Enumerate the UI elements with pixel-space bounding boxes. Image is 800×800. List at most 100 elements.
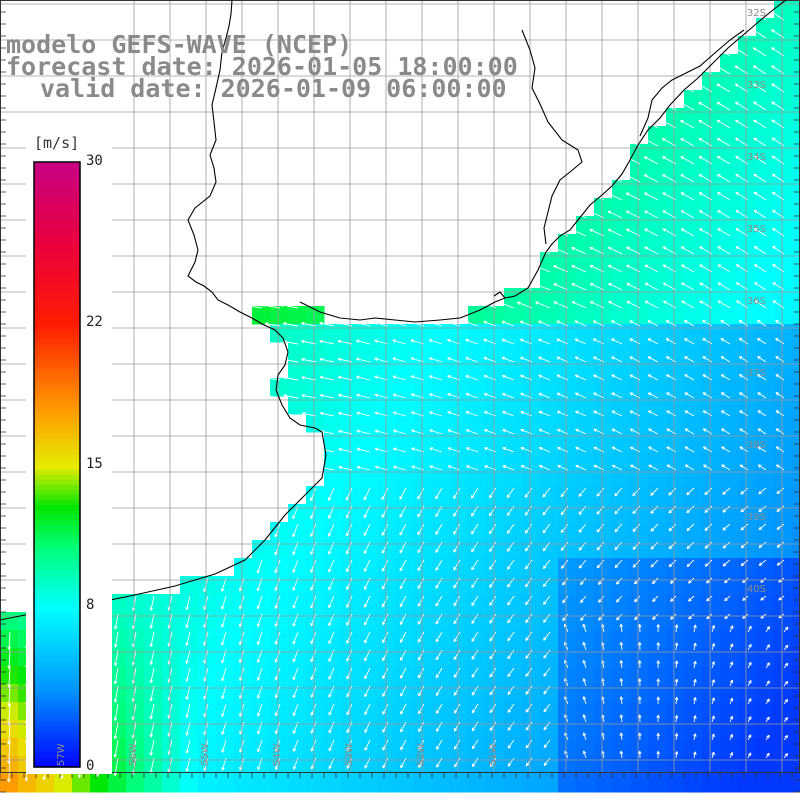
wind-cell xyxy=(666,270,685,289)
wind-cell xyxy=(756,522,775,541)
wind-arrow-head xyxy=(657,732,660,737)
wind-arrow xyxy=(647,374,659,381)
wind-arrow xyxy=(310,559,317,573)
wind-arrow xyxy=(601,660,605,669)
colorbar-segment xyxy=(34,252,80,259)
wind-cell xyxy=(504,486,523,505)
wind-cell xyxy=(666,144,685,163)
wind-cell xyxy=(144,684,163,703)
wind-arrow xyxy=(507,577,515,588)
wind-arrow xyxy=(507,631,515,642)
wind-arrow xyxy=(684,410,695,417)
wind-arrow-head xyxy=(560,493,563,497)
wind-arrow-head xyxy=(601,678,605,682)
wind-cell xyxy=(666,180,685,199)
wind-arrow-head xyxy=(524,547,527,552)
wind-cell xyxy=(288,702,307,721)
wind-arrow xyxy=(292,523,299,537)
wind-cell xyxy=(594,648,613,667)
wind-cell xyxy=(180,702,199,721)
wind-cell xyxy=(432,702,451,721)
wind-cell xyxy=(612,378,631,397)
wind-arrow xyxy=(747,662,752,669)
colorbar-segment xyxy=(34,530,80,536)
wind-cell xyxy=(162,648,181,667)
wind-arrow-head xyxy=(392,393,397,395)
wind-cell xyxy=(486,630,505,649)
wind-arrow xyxy=(453,739,461,750)
wind-cell xyxy=(198,594,217,613)
wind-arrow xyxy=(471,523,479,535)
wind-cell xyxy=(792,414,800,433)
wind-cell xyxy=(162,738,181,757)
wind-arrow xyxy=(753,47,767,57)
wind-arrow xyxy=(611,446,623,453)
wind-arrow xyxy=(753,173,767,183)
wind-cell xyxy=(360,432,379,451)
wind-cell xyxy=(324,396,343,415)
wind-arrow xyxy=(580,613,587,621)
wind-cell xyxy=(576,648,595,667)
wind-cell xyxy=(630,504,649,523)
wind-arrow-head xyxy=(320,465,324,468)
wind-cell xyxy=(630,360,649,379)
wind-cell xyxy=(396,468,415,487)
colorbar-segment xyxy=(34,540,80,546)
wind-cell xyxy=(684,288,703,307)
wind-cell xyxy=(396,486,415,505)
wind-cell xyxy=(666,612,685,631)
colorbar-segment xyxy=(34,509,80,516)
wind-cell xyxy=(666,396,685,415)
wind-arrow-head xyxy=(507,727,510,731)
wind-cell xyxy=(648,756,667,775)
wind-cell xyxy=(612,630,631,649)
wind-cell xyxy=(756,72,775,91)
wind-arrow xyxy=(721,446,731,453)
wind-arrow xyxy=(471,685,479,696)
colorbar-segment xyxy=(34,550,80,556)
colorbar-segment xyxy=(34,298,80,304)
wind-cell xyxy=(180,612,199,631)
wind-cell xyxy=(252,702,271,721)
wind-cell xyxy=(702,162,721,181)
wind-cell xyxy=(108,648,127,667)
wind-arrow-head xyxy=(633,580,636,585)
wind-cell xyxy=(558,648,577,667)
wind-arrow xyxy=(575,428,587,435)
wind-cell xyxy=(720,54,739,73)
wind-arrow xyxy=(465,321,479,327)
wind-arrow xyxy=(471,721,479,732)
wind-arrow xyxy=(703,446,713,453)
colorbar-segment xyxy=(34,177,80,183)
wind-cell xyxy=(576,270,595,289)
wind-arrow xyxy=(747,680,752,687)
wind-arrow-head xyxy=(411,465,415,467)
wind-cell xyxy=(414,468,433,487)
wind-arrow-head xyxy=(583,623,586,627)
wind-cell xyxy=(288,612,307,631)
wind-cell xyxy=(288,594,307,613)
wind-cell xyxy=(738,360,757,379)
wind-cell xyxy=(504,576,523,595)
wind-cell xyxy=(486,720,505,739)
wind-arrow xyxy=(668,523,677,532)
wind-arrow-head xyxy=(704,491,707,495)
longitude-label: 52W xyxy=(416,743,427,766)
wind-arrow xyxy=(346,739,353,751)
wind-arrow-head xyxy=(507,619,509,624)
wind-cell xyxy=(306,342,325,361)
wind-cell xyxy=(720,486,739,505)
wind-cell xyxy=(324,720,343,739)
colorbar-segment xyxy=(34,555,80,561)
wind-arrow-head xyxy=(670,616,673,620)
wind-arrow xyxy=(747,698,752,705)
wind-cell xyxy=(540,450,559,469)
wind-cell xyxy=(720,522,739,541)
wind-cell xyxy=(396,378,415,397)
wind-arrow-head xyxy=(525,708,527,713)
colorbar-segment xyxy=(34,182,80,188)
wind-arrow-head xyxy=(601,750,605,754)
wind-cell xyxy=(594,756,613,775)
wind-cell xyxy=(504,594,523,613)
wind-arrow-head xyxy=(776,526,779,530)
